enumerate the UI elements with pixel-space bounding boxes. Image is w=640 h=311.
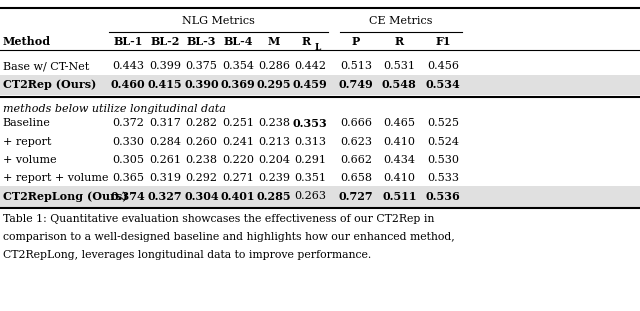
Text: 0.434: 0.434 <box>383 155 415 165</box>
Text: + volume: + volume <box>3 155 56 165</box>
Text: 0.295: 0.295 <box>257 79 291 91</box>
Text: NLG Metrics: NLG Metrics <box>182 16 255 26</box>
Text: Baseline: Baseline <box>3 118 51 128</box>
Text: 0.305: 0.305 <box>112 155 144 165</box>
Text: 0.260: 0.260 <box>186 137 218 147</box>
Text: CT2RepLong (Ours): CT2RepLong (Ours) <box>3 191 127 202</box>
Text: 0.263: 0.263 <box>294 191 326 201</box>
Text: M: M <box>268 36 280 48</box>
Text: BL-4: BL-4 <box>223 36 253 48</box>
Text: 0.410: 0.410 <box>383 173 415 183</box>
Text: BL-3: BL-3 <box>187 36 216 48</box>
Text: 0.534: 0.534 <box>426 79 460 91</box>
Text: 0.204: 0.204 <box>258 155 290 165</box>
Text: 0.533: 0.533 <box>427 173 459 183</box>
Text: 0.285: 0.285 <box>257 191 291 202</box>
Text: P: P <box>352 36 360 48</box>
Text: 0.292: 0.292 <box>186 173 218 183</box>
Text: 0.536: 0.536 <box>426 191 460 202</box>
Text: 0.399: 0.399 <box>149 61 181 71</box>
Text: 0.415: 0.415 <box>148 79 182 91</box>
Text: 0.623: 0.623 <box>340 137 372 147</box>
Text: L: L <box>315 43 321 52</box>
Text: 0.524: 0.524 <box>427 137 459 147</box>
Text: Method: Method <box>3 36 51 48</box>
Text: 0.749: 0.749 <box>339 79 373 91</box>
Text: BL-2: BL-2 <box>150 36 180 48</box>
Text: 0.351: 0.351 <box>294 173 326 183</box>
Text: 0.662: 0.662 <box>340 155 372 165</box>
Text: 0.241: 0.241 <box>222 137 254 147</box>
Text: 0.666: 0.666 <box>340 118 372 128</box>
Text: 0.511: 0.511 <box>382 191 417 202</box>
Text: BL-1: BL-1 <box>113 36 143 48</box>
Bar <box>0 75 640 95</box>
Text: Base w/ CT-Net: Base w/ CT-Net <box>3 61 89 71</box>
Text: 0.284: 0.284 <box>149 137 181 147</box>
Text: R: R <box>302 36 311 48</box>
Text: 0.374: 0.374 <box>111 191 145 202</box>
Text: + report: + report <box>3 137 51 147</box>
Text: CE Metrics: CE Metrics <box>369 16 433 26</box>
Text: F1: F1 <box>435 36 451 48</box>
Text: 0.369: 0.369 <box>221 79 255 91</box>
Text: 0.365: 0.365 <box>112 173 144 183</box>
Bar <box>0 186 640 207</box>
Text: 0.313: 0.313 <box>294 137 326 147</box>
Text: 0.251: 0.251 <box>222 118 254 128</box>
Text: 0.530: 0.530 <box>427 155 459 165</box>
Text: 0.239: 0.239 <box>258 173 290 183</box>
Text: 0.442: 0.442 <box>294 61 326 71</box>
Text: 0.443: 0.443 <box>112 61 144 71</box>
Text: 0.317: 0.317 <box>149 118 181 128</box>
Text: 0.286: 0.286 <box>258 61 290 71</box>
Text: 0.548: 0.548 <box>382 79 417 91</box>
Text: CT2Rep (Ours): CT2Rep (Ours) <box>3 79 96 91</box>
Text: 0.330: 0.330 <box>112 137 144 147</box>
Text: 0.327: 0.327 <box>148 191 182 202</box>
Text: + report + volume: + report + volume <box>3 173 108 183</box>
Text: CT2RepLong, leverages longitudinal data to improve performance.: CT2RepLong, leverages longitudinal data … <box>3 250 371 260</box>
Text: Table 1: Quantitative evaluation showcases the effectiveness of our CT2Rep in: Table 1: Quantitative evaluation showcas… <box>3 214 434 224</box>
Text: 0.238: 0.238 <box>258 118 290 128</box>
Text: methods below utilize longitudinal data: methods below utilize longitudinal data <box>3 104 225 114</box>
Text: 0.304: 0.304 <box>184 191 219 202</box>
Text: R: R <box>395 36 404 48</box>
Text: 0.319: 0.319 <box>149 173 181 183</box>
Text: 0.658: 0.658 <box>340 173 372 183</box>
Text: 0.372: 0.372 <box>112 118 144 128</box>
Text: 0.531: 0.531 <box>383 61 415 71</box>
Text: 0.727: 0.727 <box>339 191 373 202</box>
Text: 0.220: 0.220 <box>222 155 254 165</box>
Text: 0.271: 0.271 <box>222 173 254 183</box>
Text: 0.353: 0.353 <box>292 118 327 129</box>
Text: 0.459: 0.459 <box>292 79 327 91</box>
Text: comparison to a well-designed baseline and highlights how our enhanced method,: comparison to a well-designed baseline a… <box>3 232 454 242</box>
Text: 0.513: 0.513 <box>340 61 372 71</box>
Text: 0.213: 0.213 <box>258 137 290 147</box>
Text: 0.465: 0.465 <box>383 118 415 128</box>
Text: 0.291: 0.291 <box>294 155 326 165</box>
Text: 0.282: 0.282 <box>186 118 218 128</box>
Text: 0.410: 0.410 <box>383 137 415 147</box>
Text: 0.375: 0.375 <box>186 61 218 71</box>
Text: 0.525: 0.525 <box>427 118 459 128</box>
Text: 0.354: 0.354 <box>222 61 254 71</box>
Text: 0.238: 0.238 <box>186 155 218 165</box>
Text: 0.390: 0.390 <box>184 79 219 91</box>
Text: 0.261: 0.261 <box>149 155 181 165</box>
Text: 0.460: 0.460 <box>111 79 145 91</box>
Text: 0.401: 0.401 <box>221 191 255 202</box>
Text: 0.456: 0.456 <box>427 61 459 71</box>
